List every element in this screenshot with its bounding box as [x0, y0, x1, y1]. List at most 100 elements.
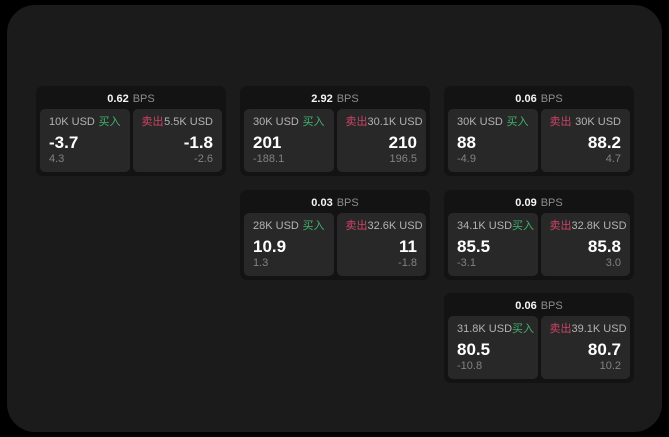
- bps-header: 2.92 BPS: [240, 86, 430, 109]
- buy-side-label: 买入: [302, 116, 325, 128]
- bps-unit-label: BPS: [336, 196, 359, 209]
- bps-unit-label: BPS: [336, 92, 359, 105]
- buy-delta: -10.8: [457, 360, 483, 372]
- bps-header: 0.06 BPS: [444, 293, 634, 316]
- bps-value: 0.09: [515, 196, 537, 209]
- buy-tile-top-row: 34.1K USD 买入: [457, 220, 534, 233]
- buy-side-label: 买入: [512, 220, 535, 232]
- quote-card-body: 30K USD 买入 88 -4.9 卖出 30K USD 88.2 4.7: [444, 109, 634, 176]
- quote-card-body: 30K USD 买入 201 -188.1 卖出 30.1K USD 210 1…: [240, 109, 430, 176]
- buy-price: 10.9: [253, 237, 287, 256]
- sell-price: 85.8: [587, 237, 621, 256]
- buy-tile[interactable]: 10K USD 买入 -3.7 4.3: [40, 109, 130, 172]
- buy-tile[interactable]: 31.8K USD 买入 80.5 -10.8: [448, 316, 538, 379]
- quote-card: 0.06 BPS 30K USD 买入 88 -4.9 卖出 30K USD 8…: [444, 86, 634, 176]
- buy-tile-top-row: 30K USD 买入: [253, 116, 325, 129]
- buy-tile[interactable]: 30K USD 买入 88 -4.9: [448, 109, 538, 172]
- buy-price: 80.5: [457, 340, 491, 359]
- buy-tile-top-row: 28K USD 买入: [253, 220, 325, 233]
- buy-side-label: 买入: [98, 116, 121, 128]
- sell-amount: 32.6K USD: [367, 220, 423, 232]
- sell-tile-top-row: 卖出 30.1K USD: [345, 116, 423, 129]
- sell-delta: -1.8: [398, 257, 417, 269]
- sell-tile-top-row: 卖出 39.1K USD: [549, 323, 627, 336]
- sell-delta: 4.7: [605, 153, 621, 165]
- quote-card-body: 10K USD 买入 -3.7 4.3 卖出 5.5K USD -1.8 -2.…: [36, 109, 226, 176]
- sell-delta: 10.2: [599, 360, 621, 372]
- buy-delta: -4.9: [457, 153, 476, 165]
- sell-tile-top-row: 卖出 32.8K USD: [549, 220, 627, 233]
- sell-price: 88.2: [587, 133, 621, 152]
- sell-amount: 5.5K USD: [164, 116, 213, 128]
- buy-tile-top-row: 10K USD 买入: [49, 116, 121, 129]
- sell-tile[interactable]: 卖出 39.1K USD 80.7 10.2: [540, 316, 630, 379]
- buy-tile[interactable]: 30K USD 买入 201 -188.1: [244, 109, 334, 172]
- sell-amount: 32.8K USD: [571, 220, 627, 232]
- buy-tile[interactable]: 34.1K USD 买入 85.5 -3.1: [448, 213, 538, 276]
- sell-tile[interactable]: 卖出 32.6K USD 11 -1.8: [336, 213, 426, 276]
- sell-amount: 30K USD: [575, 116, 621, 128]
- quote-card-body: 31.8K USD 买入 80.5 -10.8 卖出 39.1K USD 80.…: [444, 316, 634, 383]
- sell-delta: 3.0: [605, 257, 621, 269]
- buy-delta: -188.1: [253, 153, 285, 165]
- buy-amount: 10K USD: [49, 116, 95, 128]
- buy-tile-top-row: 31.8K USD 买入: [457, 323, 534, 336]
- sell-tile[interactable]: 卖出 30.1K USD 210 196.5: [336, 109, 426, 172]
- sell-delta: -2.6: [194, 153, 213, 165]
- buy-amount: 30K USD: [457, 116, 503, 128]
- buy-delta: 1.3: [253, 257, 269, 269]
- sell-tile[interactable]: 卖出 30K USD 88.2 4.7: [540, 109, 630, 172]
- sell-amount: 39.1K USD: [571, 323, 627, 335]
- sell-tile[interactable]: 卖出 5.5K USD -1.8 -2.6: [132, 109, 222, 172]
- quote-card: 0.03 BPS 28K USD 买入 10.9 1.3 卖出 32.6K US…: [240, 190, 430, 280]
- sell-tile-top-row: 卖出 30K USD: [550, 116, 622, 129]
- buy-side-label: 买入: [302, 220, 325, 232]
- buy-price: 85.5: [457, 237, 491, 256]
- sell-price: -1.8: [183, 133, 213, 152]
- buy-amount: 28K USD: [253, 220, 299, 232]
- bps-unit-label: BPS: [540, 196, 563, 209]
- sell-tile-top-row: 卖出 5.5K USD: [142, 116, 214, 129]
- buy-delta: 4.3: [49, 153, 65, 165]
- sell-side-label: 卖出: [549, 220, 572, 232]
- quote-card: 0.62 BPS 10K USD 买入 -3.7 4.3 卖出 5.5K USD…: [36, 86, 226, 176]
- buy-side-label: 买入: [506, 116, 529, 128]
- sell-side-label: 卖出: [345, 220, 368, 232]
- sell-side-label: 卖出: [345, 116, 368, 128]
- buy-tile-top-row: 30K USD 买入: [457, 116, 529, 129]
- bps-value: 0.62: [107, 92, 129, 105]
- bps-header: 0.03 BPS: [240, 190, 430, 213]
- sell-tile-top-row: 卖出 32.6K USD: [345, 220, 423, 233]
- quote-card: 0.09 BPS 34.1K USD 买入 85.5 -3.1 卖出 32.8K…: [444, 190, 634, 280]
- sell-side-label: 卖出: [549, 116, 572, 128]
- bps-header: 0.09 BPS: [444, 190, 634, 213]
- sell-tile[interactable]: 卖出 32.8K USD 85.8 3.0: [540, 213, 630, 276]
- sell-price: 11: [399, 237, 417, 256]
- buy-amount: 34.1K USD: [457, 220, 513, 232]
- bps-value: 0.06: [515, 92, 537, 105]
- buy-price: -3.7: [49, 133, 79, 152]
- bps-value: 2.92: [311, 92, 333, 105]
- bps-header: 0.62 BPS: [36, 86, 226, 109]
- sell-delta: 196.5: [389, 153, 417, 165]
- buy-side-label: 买入: [512, 323, 535, 335]
- bps-value: 0.03: [311, 196, 333, 209]
- quote-card: 2.92 BPS 30K USD 买入 201 -188.1 卖出 30.1K …: [240, 86, 430, 176]
- buy-amount: 30K USD: [253, 116, 299, 128]
- sell-amount: 30.1K USD: [367, 116, 423, 128]
- sell-side-label: 卖出: [549, 323, 572, 335]
- bps-unit-label: BPS: [132, 92, 155, 105]
- sell-price: 80.7: [587, 340, 621, 359]
- quote-card-body: 34.1K USD 买入 85.5 -3.1 卖出 32.8K USD 85.8…: [444, 213, 634, 280]
- bps-value: 0.06: [515, 299, 537, 312]
- quote-card-body: 28K USD 买入 10.9 1.3 卖出 32.6K USD 11 -1.8: [240, 213, 430, 280]
- buy-tile[interactable]: 28K USD 买入 10.9 1.3: [244, 213, 334, 276]
- bps-unit-label: BPS: [540, 92, 563, 105]
- buy-delta: -3.1: [457, 257, 476, 269]
- sell-side-label: 卖出: [141, 116, 164, 128]
- sell-price: 210: [388, 133, 417, 152]
- bps-unit-label: BPS: [540, 299, 563, 312]
- quote-card: 0.06 BPS 31.8K USD 买入 80.5 -10.8 卖出 39.1…: [444, 293, 634, 383]
- buy-price: 201: [253, 133, 282, 152]
